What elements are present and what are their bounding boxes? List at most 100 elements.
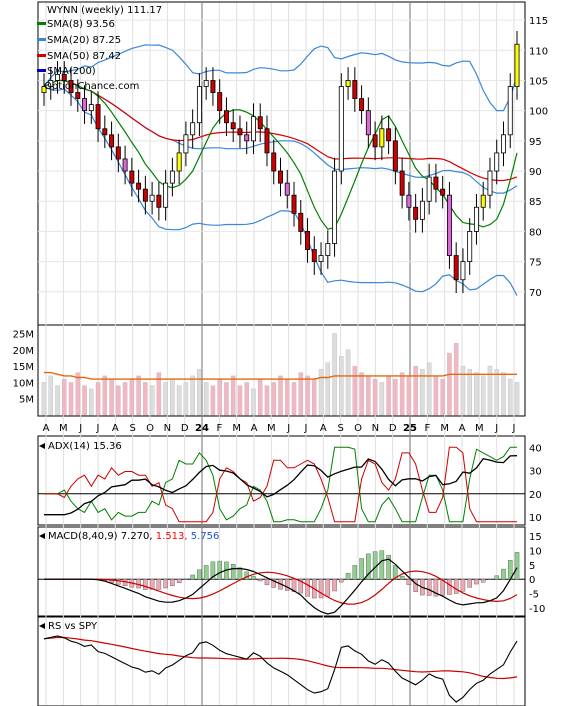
macd-histogram-bar — [149, 579, 155, 590]
volume-bar — [82, 385, 87, 416]
volume-bar — [264, 385, 270, 416]
macd-label: MACD(8,40,9) 7.270, 1.513, 5.756 — [48, 531, 219, 542]
volume-bar — [325, 362, 331, 416]
volume-bar — [480, 375, 486, 416]
macd-line — [44, 558, 518, 615]
macd-tick-label: -10 — [529, 604, 545, 615]
adx-tick-label: 30 — [529, 467, 542, 478]
volume-bar — [426, 362, 432, 416]
grid-lines — [38, 3, 525, 705]
macd-histogram-bar — [257, 579, 263, 582]
macd-histogram-bar — [305, 579, 310, 597]
macd-histogram-bar — [359, 558, 364, 580]
rs-label-marker — [39, 623, 45, 629]
volume-bar — [48, 375, 54, 416]
macd-histogram-bar — [203, 565, 209, 580]
sma8-line — [43, 79, 518, 230]
volume-bar — [55, 385, 60, 416]
volume-bar — [507, 378, 513, 416]
x-tick-label: J — [286, 423, 290, 434]
volume-bar — [210, 385, 216, 416]
candle — [291, 194, 297, 214]
volume-bar — [278, 375, 283, 416]
volume-bar — [116, 385, 121, 416]
adx-label-marker — [39, 443, 45, 449]
x-tick-label: M — [59, 423, 68, 434]
candle — [399, 170, 405, 196]
volume-bar — [399, 372, 405, 416]
chart-title: WYNN (weekly) 111.17 — [47, 5, 162, 16]
volume-bar — [406, 375, 412, 416]
volume-bar — [109, 378, 114, 416]
candle — [82, 98, 88, 112]
macd-series — [38, 550, 525, 615]
x-tick-label: A — [112, 423, 119, 434]
legend-swatch-sma50 — [37, 54, 46, 57]
candle — [223, 110, 229, 124]
candle — [61, 74, 67, 81]
volume-bar — [284, 378, 290, 416]
candle — [507, 86, 513, 136]
candle — [494, 152, 500, 172]
candle — [183, 134, 189, 154]
macd-histogram-bar — [480, 579, 486, 583]
candle — [95, 104, 101, 130]
macd-histogram-bar — [156, 579, 162, 590]
bollinger-upper-line — [43, 44, 518, 112]
volume-tick-label: 20M — [13, 346, 34, 357]
candle — [251, 116, 256, 142]
legend-sma8: SMA(8) 93.56 — [47, 19, 115, 30]
macd-tick-label: -5 — [529, 590, 539, 601]
volume-bar — [420, 369, 425, 416]
minus-di-line — [44, 446, 517, 523]
sma50-line — [43, 79, 518, 182]
price-tick-label: 115 — [529, 16, 548, 27]
volume-bar — [447, 352, 452, 416]
x-tick-label: A — [320, 423, 327, 434]
volume-bar — [298, 372, 304, 416]
volume-bar — [257, 378, 263, 416]
candle — [55, 74, 60, 81]
candle — [203, 80, 209, 87]
macd-histogram-bar — [284, 579, 290, 591]
candle — [122, 158, 128, 172]
volume-bar — [359, 372, 364, 416]
volume-bar — [251, 388, 256, 416]
candle — [115, 146, 121, 160]
x-tick-label: F — [216, 423, 222, 434]
volume-bar — [237, 385, 243, 416]
candle — [514, 43, 520, 87]
candle — [426, 176, 432, 202]
macd-histogram-bar — [210, 561, 216, 580]
macd-histogram-bar — [197, 569, 202, 580]
volume-bar — [75, 372, 81, 416]
candle — [68, 80, 74, 93]
x-tick-labels: A M J J A S O N D 24 F M A M J J A S O N D 25 F M A M J J — [43, 423, 516, 434]
watermark: OptionChance.com — [44, 81, 139, 92]
volume-bar — [339, 356, 344, 416]
candle — [467, 231, 473, 263]
adx-panel — [37, 435, 526, 526]
price-tick-label: 90 — [529, 167, 542, 178]
macd-histogram-bar — [251, 576, 256, 580]
volume-bar — [453, 343, 459, 416]
price-tick-label: 85 — [529, 197, 542, 208]
adx-series — [38, 446, 525, 523]
adx-tick-label: 40 — [529, 443, 542, 454]
macd-histogram-bar — [116, 579, 121, 585]
volume-bar — [170, 378, 175, 416]
macd-histogram-bar — [474, 579, 479, 585]
macd-histogram-bar — [190, 574, 195, 580]
macd-histogram-bar — [264, 579, 270, 586]
x-tick-label: J — [78, 423, 82, 434]
macd-histogram-bar — [136, 579, 141, 589]
volume-bar — [129, 378, 135, 416]
candle — [473, 206, 479, 232]
x-tick-label: M — [475, 423, 484, 434]
volume-bar — [224, 382, 229, 416]
x-tick-label: N — [164, 423, 171, 434]
price-tick-label: 95 — [529, 137, 542, 148]
x-tick-label: N — [372, 423, 379, 434]
macd-histogram-bar — [386, 554, 391, 580]
